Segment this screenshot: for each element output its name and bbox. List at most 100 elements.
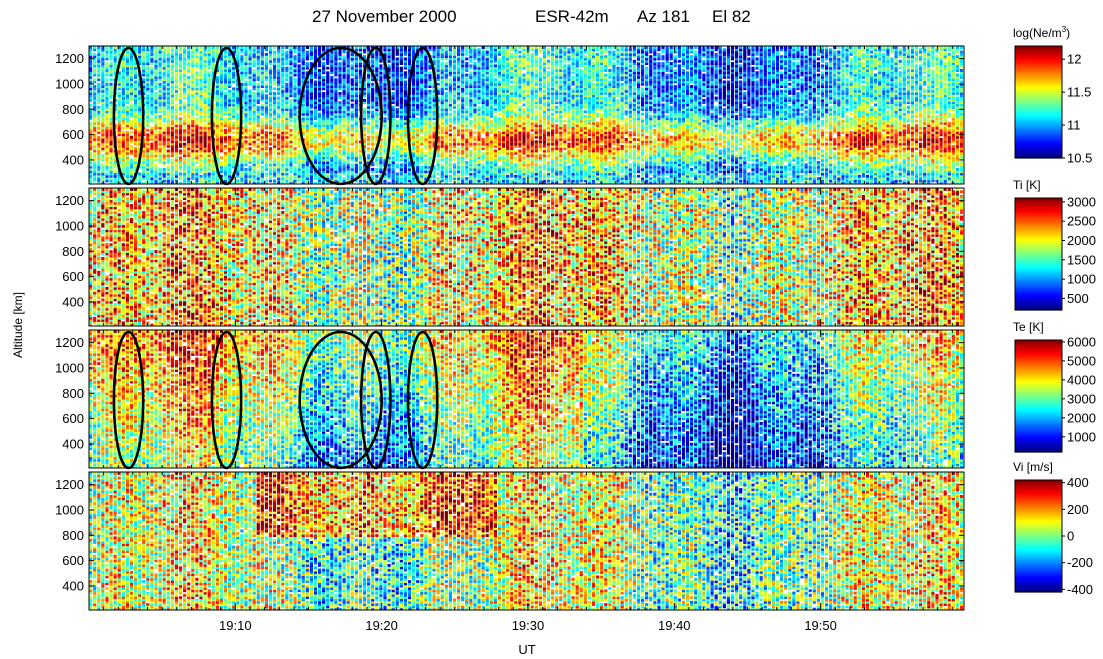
heatmap-cell <box>93 92 97 95</box>
heatmap-cell <box>354 46 358 49</box>
heatmap-cell <box>342 170 346 174</box>
heatmap-cell <box>170 62 174 65</box>
heatmap-cell <box>125 59 129 63</box>
heatmap-cell <box>252 128 256 132</box>
heatmap-cell <box>326 92 330 95</box>
heatmap-cell <box>444 80 448 84</box>
heatmap-cell <box>113 55 117 59</box>
heatmap-cell <box>219 57 224 61</box>
heatmap-cell <box>232 147 236 151</box>
heatmap-cell <box>260 135 264 139</box>
heatmap-cell <box>211 71 215 75</box>
heatmap-cell <box>240 177 244 180</box>
heatmap-cell <box>362 64 367 68</box>
heatmap-cell <box>228 62 232 65</box>
heatmap-cell <box>277 163 281 167</box>
heatmap-cell <box>162 64 166 68</box>
heatmap-cell <box>293 138 297 141</box>
heatmap-cell <box>367 112 371 116</box>
heatmap-cell <box>334 62 338 65</box>
heatmap-cell <box>350 50 354 54</box>
heatmap-cell <box>207 115 211 118</box>
heatmap-cell <box>289 110 293 114</box>
heatmap-cell <box>305 124 309 128</box>
heatmap-cell <box>117 110 121 114</box>
heatmap-cell <box>187 82 191 86</box>
heatmap-cell <box>248 75 252 79</box>
heatmap-cell <box>420 151 424 155</box>
heatmap-cell <box>162 46 166 49</box>
heatmap-cell <box>252 119 256 123</box>
heatmap-cell <box>260 121 264 125</box>
heatmap-cell <box>215 117 219 121</box>
heatmap-cell <box>407 112 412 116</box>
heatmap-cell <box>170 50 174 54</box>
heatmap-cell <box>354 89 358 93</box>
heatmap-cell <box>174 89 179 93</box>
heatmap-cell <box>174 110 179 114</box>
heatmap-cell <box>113 57 117 61</box>
heatmap-cell <box>146 177 150 180</box>
heatmap-cell <box>215 174 219 178</box>
heatmap-cell <box>236 103 240 107</box>
heatmap-cell <box>301 94 305 98</box>
heatmap-cell <box>305 158 309 162</box>
heatmap-cell <box>440 126 444 130</box>
heatmap-cell <box>334 87 338 91</box>
heatmap-cell <box>260 158 264 162</box>
heatmap-cell <box>403 64 408 68</box>
heatmap-cell <box>420 71 424 75</box>
heatmap-cell <box>330 110 334 114</box>
heatmap-cell <box>416 142 420 146</box>
heatmap-cell <box>138 89 142 93</box>
heatmap-cell <box>174 138 179 141</box>
heatmap-cell <box>256 128 260 132</box>
heatmap-cell <box>371 103 375 107</box>
heatmap-cell <box>268 119 273 123</box>
heatmap-cell <box>215 103 219 107</box>
heatmap-cell <box>215 50 219 54</box>
heatmap-cell <box>117 144 121 148</box>
heatmap-cell <box>125 163 129 167</box>
heatmap-cell <box>252 48 256 52</box>
heatmap-cell <box>101 103 105 107</box>
heatmap-cell <box>236 131 240 134</box>
heatmap-cell <box>97 71 101 75</box>
heatmap-cell <box>391 170 395 174</box>
heatmap-cell <box>142 85 146 88</box>
heatmap-cell <box>362 172 367 176</box>
heatmap-cell <box>289 174 293 178</box>
heatmap-cell <box>105 85 109 88</box>
heatmap-cell <box>358 135 363 139</box>
heatmap-cell <box>256 96 260 100</box>
heatmap-cell <box>93 80 97 84</box>
heatmap-cell <box>203 172 207 176</box>
heatmap-cell <box>215 126 219 130</box>
heatmap-cell <box>236 94 240 98</box>
heatmap-cell <box>420 128 424 132</box>
heatmap-cell <box>399 115 403 118</box>
heatmap-cell <box>420 64 424 68</box>
heatmap-cell <box>428 163 432 167</box>
heatmap-cell <box>317 103 322 107</box>
heatmap-cell <box>178 181 183 184</box>
heatmap-cell <box>367 117 371 121</box>
heatmap-cell <box>362 94 367 98</box>
heatmap-cell <box>281 71 285 75</box>
heatmap-cell <box>166 142 170 146</box>
heatmap-cell <box>166 133 170 137</box>
heatmap-cell <box>178 124 183 128</box>
heatmap-cell <box>244 96 248 100</box>
heatmap-cell <box>236 174 240 178</box>
heatmap-cell <box>260 119 264 123</box>
heatmap-cell <box>138 181 142 184</box>
heatmap-cell <box>93 110 97 114</box>
heatmap-cell <box>285 108 289 111</box>
heatmap-cell <box>244 181 248 184</box>
heatmap-cell <box>293 174 297 178</box>
heatmap-cell <box>105 179 109 183</box>
heatmap-cell <box>236 167 240 171</box>
heatmap-cell <box>195 66 199 70</box>
heatmap-cell <box>232 105 236 109</box>
heatmap-cell <box>317 156 322 160</box>
